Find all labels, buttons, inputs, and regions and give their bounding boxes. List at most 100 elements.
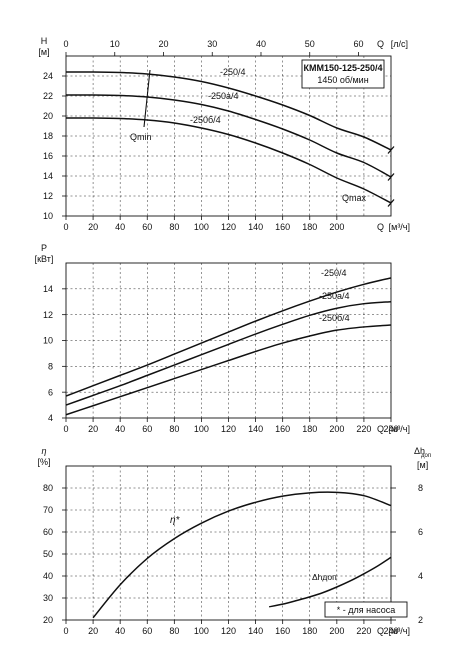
x-tick-label: 20 bbox=[88, 222, 98, 232]
top-x-tick-label: 40 bbox=[256, 39, 266, 49]
y-tick-label: 18 bbox=[43, 131, 53, 141]
series-label: -250a/4 bbox=[319, 291, 350, 301]
y-tick-label: 24 bbox=[43, 71, 53, 81]
x-tick-label: 60 bbox=[142, 424, 152, 434]
y-tick-label: 8 bbox=[48, 362, 53, 372]
y-tick-label: 50 bbox=[43, 549, 53, 559]
x-tick-label: 120 bbox=[221, 626, 236, 636]
top-x-axis-unit: [л/с] bbox=[391, 39, 408, 49]
y-tick-label: 70 bbox=[43, 505, 53, 515]
y-tick-label: 4 bbox=[48, 413, 53, 423]
x-axis-title: Q bbox=[377, 424, 384, 434]
chart-model-title: КММ150-125-250/4 bbox=[303, 63, 382, 73]
y-axis-unit: [м] bbox=[38, 47, 49, 57]
x-tick-label: 140 bbox=[248, 626, 263, 636]
y-tick-label: 6 bbox=[48, 387, 53, 397]
y2-tick-label: 4 bbox=[418, 571, 423, 581]
x-tick-label: 120 bbox=[221, 424, 236, 434]
y-axis-title: P bbox=[41, 243, 47, 253]
y2-axis-subscript: доп bbox=[421, 453, 431, 459]
x-tick-label: 140 bbox=[248, 222, 263, 232]
x-tick-label: 0 bbox=[63, 222, 68, 232]
x-tick-label: 240 bbox=[383, 626, 398, 636]
y2-axis-title: Δh bbox=[414, 446, 425, 456]
x-tick-label: 40 bbox=[115, 222, 125, 232]
x-tick-label: 160 bbox=[275, 626, 290, 636]
efficiency-curve bbox=[92, 491, 392, 619]
x-tick-label: 20 bbox=[88, 424, 98, 434]
x-tick-label: 100 bbox=[194, 424, 209, 434]
x-axis-unit: [м³/ч] bbox=[389, 424, 410, 434]
y-tick-label: 20 bbox=[43, 615, 53, 625]
x-tick-label: 120 bbox=[221, 222, 236, 232]
x-tick-label: 40 bbox=[115, 424, 125, 434]
x-tick-label: 160 bbox=[275, 222, 290, 232]
top-x-tick-label: 10 bbox=[110, 39, 120, 49]
y-tick-label: 30 bbox=[43, 593, 53, 603]
top-x-tick-label: 30 bbox=[207, 39, 217, 49]
npsh-curve-label: Δhдоп bbox=[312, 572, 337, 582]
x-tick-label: 220 bbox=[356, 424, 371, 434]
power-curve bbox=[65, 301, 392, 406]
x-tick-label: 0 bbox=[63, 626, 68, 636]
y2-tick-label: 2 bbox=[418, 615, 423, 625]
x-tick-label: 180 bbox=[302, 424, 317, 434]
npsh-curve bbox=[268, 556, 392, 608]
x-tick-label: 0 bbox=[63, 424, 68, 434]
x-tick-label: 200 bbox=[329, 626, 344, 636]
x-tick-label: 200 bbox=[329, 424, 344, 434]
y-tick-label: 22 bbox=[43, 91, 53, 101]
x-tick-label: 40 bbox=[115, 626, 125, 636]
x-tick-label: 240 bbox=[383, 424, 398, 434]
y-axis-unit: [кВт] bbox=[35, 254, 54, 264]
y2-tick-label: 8 bbox=[418, 483, 423, 493]
x-tick-label: 60 bbox=[142, 626, 152, 636]
x-axis-unit: [м³/ч] bbox=[389, 222, 410, 232]
x-tick-label: 60 bbox=[142, 222, 152, 232]
series-label: -250/4 bbox=[321, 268, 347, 278]
y-axis-unit: [%] bbox=[37, 457, 50, 467]
y-axis-title: H bbox=[41, 36, 48, 46]
y-tick-label: 16 bbox=[43, 151, 53, 161]
title-box bbox=[301, 59, 385, 89]
y2-axis-unit: [м] bbox=[417, 460, 428, 470]
x-tick-label: 20 bbox=[88, 626, 98, 636]
chart-speed-subtitle: 1450 об/мин bbox=[317, 75, 368, 85]
x-tick-label: 100 bbox=[194, 626, 209, 636]
x-tick-label: 80 bbox=[169, 626, 179, 636]
head-curve bbox=[65, 117, 392, 204]
x-axis-unit: [м³/ч] bbox=[389, 626, 410, 636]
head-curve bbox=[65, 94, 392, 178]
y-tick-label: 14 bbox=[43, 284, 53, 294]
series-label: -250/4 bbox=[220, 67, 246, 77]
x-axis-title: Q bbox=[377, 626, 384, 636]
x-tick-label: 140 bbox=[248, 424, 263, 434]
y-axis-title: η bbox=[42, 446, 47, 456]
x-tick-label: 180 bbox=[302, 222, 317, 232]
top-x-axis-title: Q bbox=[377, 39, 384, 49]
series-label: -250б/4 bbox=[319, 313, 350, 323]
top-x-tick-label: 0 bbox=[63, 39, 68, 49]
y-tick-label: 10 bbox=[43, 336, 53, 346]
head-curve bbox=[65, 71, 392, 151]
x-tick-label: 200 bbox=[329, 222, 344, 232]
legend-note: * - для насоса bbox=[337, 605, 395, 615]
y-tick-label: 20 bbox=[43, 111, 53, 121]
x-tick-label: 80 bbox=[169, 222, 179, 232]
x-tick-label: 180 bbox=[302, 626, 317, 636]
y-tick-label: 14 bbox=[43, 171, 53, 181]
qmax-end-tick bbox=[387, 199, 395, 207]
y-tick-label: 60 bbox=[43, 527, 53, 537]
x-tick-label: 80 bbox=[169, 424, 179, 434]
y-tick-label: 12 bbox=[43, 191, 53, 201]
top-x-tick-label: 60 bbox=[353, 39, 363, 49]
power-curve bbox=[65, 324, 392, 416]
x-tick-label: 160 bbox=[275, 424, 290, 434]
legend-note-box bbox=[324, 601, 408, 618]
qmin-label: Qmin bbox=[130, 132, 152, 142]
top-x-tick-label: 20 bbox=[158, 39, 168, 49]
qmax-end-tick bbox=[387, 146, 395, 154]
y-tick-label: 80 bbox=[43, 483, 53, 493]
series-label: -250б/4 bbox=[190, 115, 221, 125]
